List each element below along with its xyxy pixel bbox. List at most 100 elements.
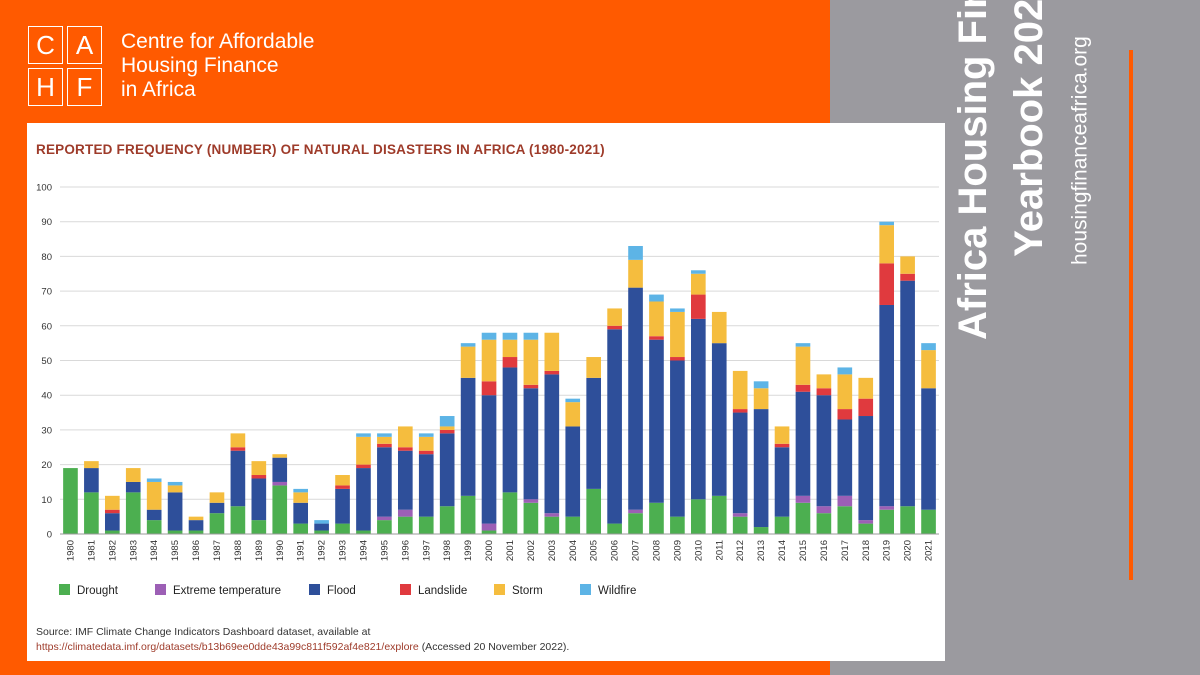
bar-storm-2009[interactable] [670, 311, 685, 358]
bar-extreme-temperature-2000[interactable] [481, 523, 497, 531]
bar-storm-2003[interactable] [544, 332, 560, 371]
bar-drought-2021[interactable] [921, 509, 936, 534]
bar-storm-1995[interactable] [377, 436, 392, 444]
bar-flood-2019[interactable] [879, 304, 895, 507]
bar-drought-2003[interactable] [544, 516, 560, 534]
bar-flood-1986[interactable] [188, 520, 204, 531]
bar-drought-2019[interactable] [879, 509, 895, 534]
bar-extreme-temperature-2018[interactable] [858, 520, 874, 524]
bar-drought-1995[interactable] [377, 520, 392, 534]
bar-drought-2008[interactable] [649, 502, 664, 534]
bar-wildfire-2017[interactable] [837, 367, 853, 375]
bar-landslide-2006[interactable] [607, 325, 622, 330]
bar-drought-1997[interactable] [418, 516, 434, 534]
bar-drought-1990[interactable] [272, 485, 288, 534]
bar-flood-1993[interactable] [335, 488, 350, 524]
bar-flood-1981[interactable] [84, 468, 99, 493]
bar-drought-2001[interactable] [502, 492, 518, 534]
bar-storm-2004[interactable] [565, 402, 581, 427]
legend-label[interactable]: Landslide [418, 585, 467, 597]
bar-flood-1985[interactable] [167, 492, 183, 531]
bar-flood-1988[interactable] [230, 450, 246, 507]
bar-landslide-2008[interactable] [649, 336, 664, 340]
bar-flood-2017[interactable] [837, 419, 853, 496]
bar-flood-2001[interactable] [502, 367, 518, 493]
bar-storm-2015[interactable] [795, 346, 811, 385]
bar-flood-1990[interactable] [272, 457, 288, 482]
bar-wildfire-2001[interactable] [502, 332, 518, 340]
bar-drought-1984[interactable] [146, 520, 162, 534]
legend-label[interactable]: Wildfire [598, 585, 636, 597]
bar-landslide-1998[interactable] [439, 429, 455, 434]
bar-flood-1999[interactable] [460, 377, 476, 496]
bar-storm-2000[interactable] [481, 339, 497, 382]
bar-storm-2017[interactable] [837, 374, 853, 410]
bar-storm-1982[interactable] [104, 495, 120, 510]
bar-wildfire-2009[interactable] [670, 308, 685, 312]
bar-storm-2010[interactable] [690, 273, 706, 295]
bar-storm-1999[interactable] [460, 346, 476, 378]
bar-extreme-temperature-1995[interactable] [377, 516, 392, 521]
bar-drought-1996[interactable] [397, 516, 413, 534]
bar-flood-2018[interactable] [858, 416, 874, 521]
legend-label[interactable]: Flood [327, 585, 356, 597]
bar-storm-2012[interactable] [732, 370, 748, 410]
legend-label[interactable]: Drought [77, 585, 119, 597]
bar-flood-2012[interactable] [732, 412, 748, 514]
bar-flood-1989[interactable] [251, 478, 267, 521]
bar-extreme-temperature-2015[interactable] [795, 495, 811, 503]
bar-drought-1993[interactable] [335, 523, 350, 534]
bar-landslide-2017[interactable] [837, 409, 853, 420]
bar-storm-2016[interactable] [816, 374, 832, 389]
bar-storm-1986[interactable] [188, 516, 204, 521]
bar-flood-2015[interactable] [795, 391, 811, 496]
bar-drought-2016[interactable] [816, 513, 832, 534]
bar-drought-1985[interactable] [167, 530, 183, 534]
bar-drought-1982[interactable] [104, 530, 120, 534]
bar-drought-2014[interactable] [774, 516, 790, 534]
bar-drought-2000[interactable] [481, 530, 497, 534]
bar-drought-2010[interactable] [690, 499, 706, 534]
legend-label[interactable]: Storm [512, 585, 543, 597]
bar-landslide-2014[interactable] [774, 443, 790, 448]
bar-storm-2014[interactable] [774, 426, 790, 444]
bar-drought-2011[interactable] [711, 495, 727, 534]
bar-landslide-2009[interactable] [670, 357, 685, 361]
bar-drought-2004[interactable] [565, 516, 581, 534]
bar-extreme-temperature-1990[interactable] [272, 481, 288, 486]
bar-flood-2011[interactable] [711, 343, 727, 496]
bar-drought-2020[interactable] [900, 506, 915, 534]
bar-drought-1999[interactable] [460, 495, 476, 534]
bar-landslide-1997[interactable] [418, 450, 434, 455]
bar-landslide-2018[interactable] [858, 398, 874, 417]
bar-storm-1998[interactable] [439, 426, 455, 430]
bar-flood-2004[interactable] [565, 426, 581, 517]
bar-wildfire-2004[interactable] [565, 398, 581, 403]
bar-landslide-2010[interactable] [690, 294, 706, 319]
bar-drought-1980[interactable] [63, 468, 78, 534]
bar-storm-2006[interactable] [607, 308, 622, 326]
bar-landslide-2019[interactable] [879, 263, 895, 305]
bar-landslide-1989[interactable] [251, 475, 267, 479]
bar-storm-2008[interactable] [649, 301, 664, 337]
bar-wildfire-1999[interactable] [460, 343, 476, 347]
bar-storm-1987[interactable] [209, 492, 225, 503]
bar-extreme-temperature-2002[interactable] [523, 499, 539, 503]
bar-storm-1988[interactable] [230, 433, 246, 448]
bar-drought-2006[interactable] [607, 523, 622, 534]
bar-landslide-2002[interactable] [523, 384, 539, 389]
bar-wildfire-1992[interactable] [314, 520, 329, 524]
bar-wildfire-1985[interactable] [167, 481, 183, 486]
legend-label[interactable]: Extreme temperature [173, 585, 281, 597]
bar-wildfire-1997[interactable] [418, 433, 434, 437]
bar-flood-1996[interactable] [397, 450, 413, 510]
bar-extreme-temperature-1996[interactable] [397, 509, 413, 517]
bar-flood-2003[interactable] [544, 374, 560, 514]
bar-flood-1994[interactable] [356, 468, 371, 531]
bar-storm-2021[interactable] [921, 350, 936, 389]
bar-wildfire-1984[interactable] [146, 478, 162, 482]
bar-flood-2020[interactable] [900, 280, 915, 507]
bar-landslide-2015[interactable] [795, 384, 811, 392]
bar-storm-2020[interactable] [900, 256, 915, 274]
bar-storm-1989[interactable] [251, 461, 267, 476]
